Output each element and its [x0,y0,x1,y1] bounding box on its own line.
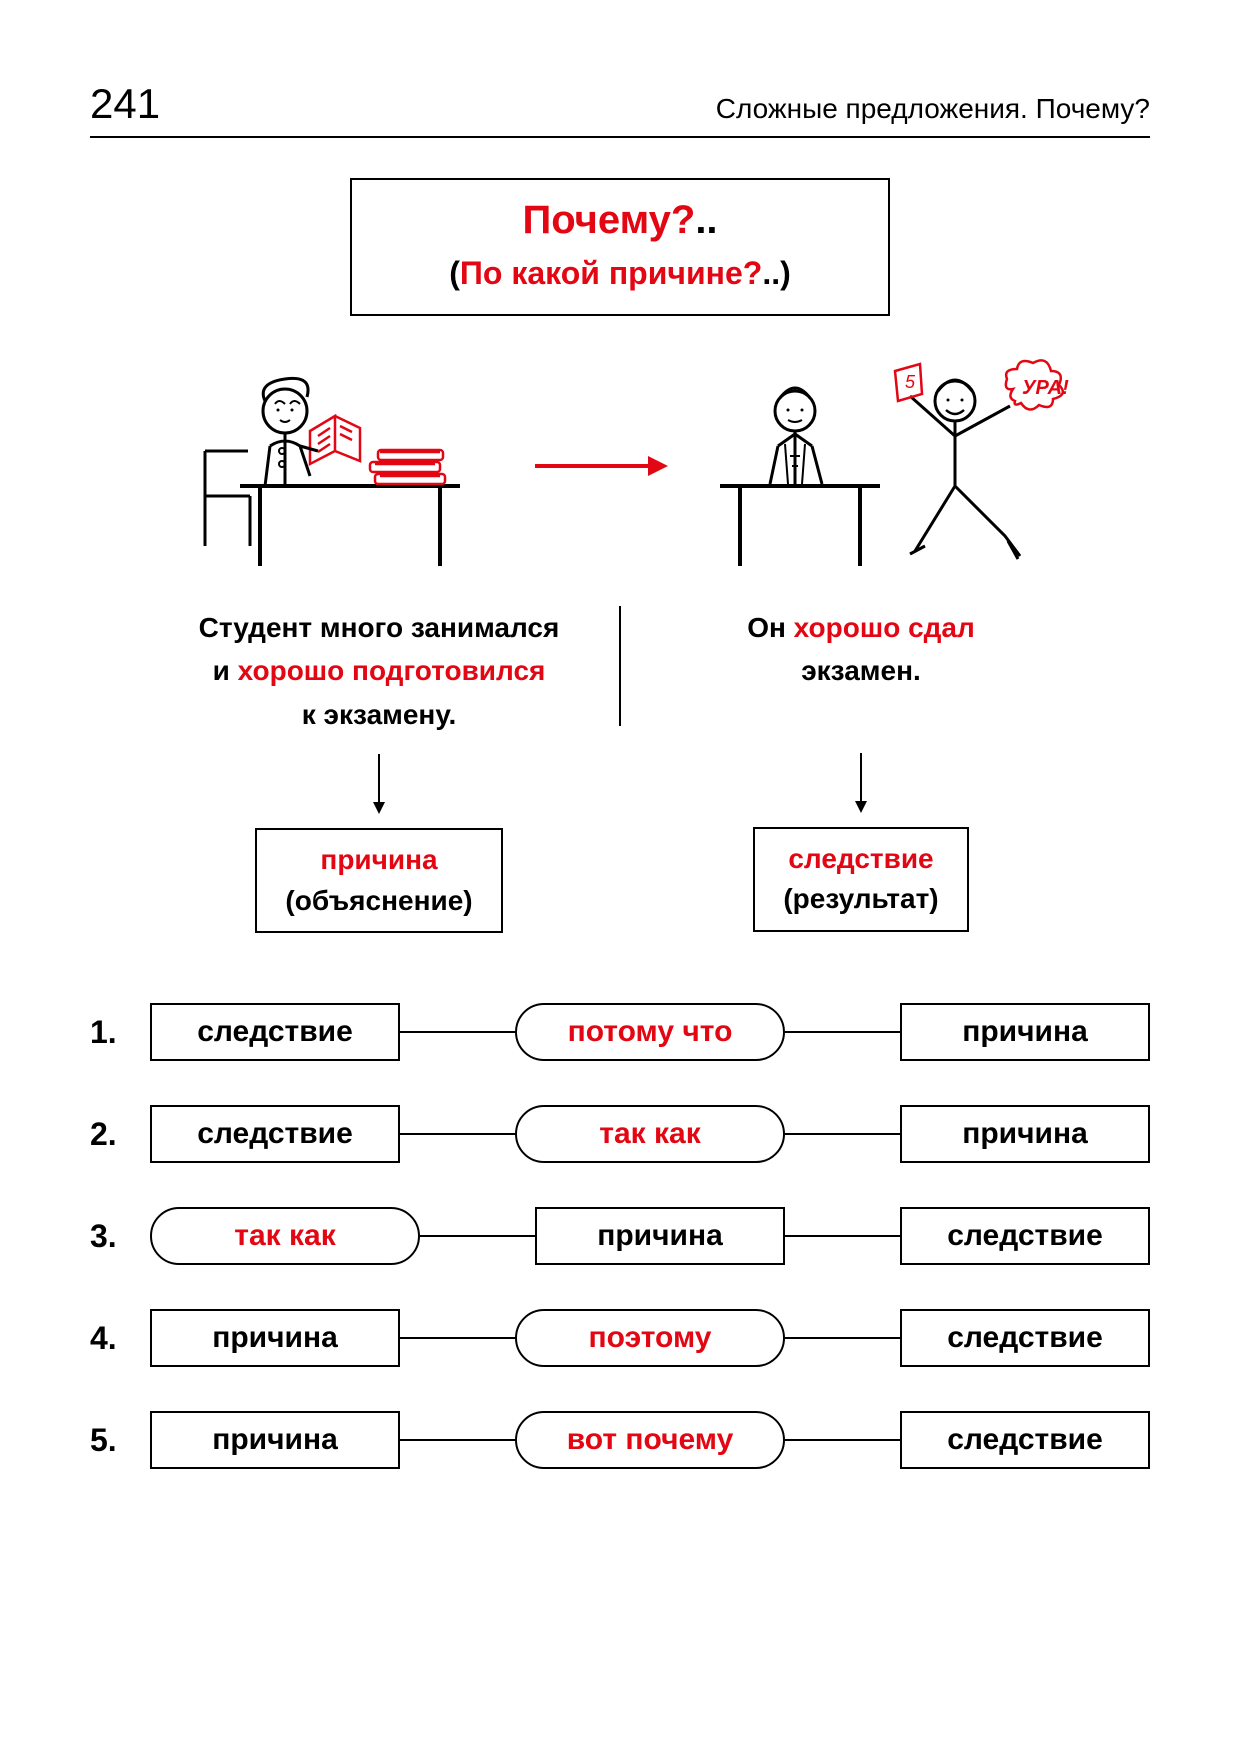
row-number: 1. [90,1014,150,1051]
cause-label-box: причина (объяснение) [255,828,502,933]
effect-label-black: (результат) [783,879,938,920]
connector-pill: вот почему [515,1411,785,1469]
connector-pill: поэтому [515,1309,785,1367]
title-main: Почему?.. [382,198,858,243]
pattern-row: 1.следствие потому что причина [90,1003,1150,1061]
connector-line [420,1235,535,1237]
connector-line [785,1235,900,1237]
effect-label-red: следствие [783,839,938,880]
scene-exam-happy-icon: 5 УРА! [710,356,1070,576]
term-cell: следствие [900,1207,1150,1265]
cause-label-red: причина [285,840,472,881]
connector-line [785,1439,900,1441]
row-chain: причина поэтому следствие [150,1309,1150,1367]
bubble-text: УРА! [1022,377,1069,399]
connector-line [785,1337,900,1339]
cause-line1: Студент много занимался [159,606,599,649]
row-number: 3. [90,1218,150,1255]
arrow-right-icon [530,446,670,486]
page-header: 241 Сложные предложения. Почему? [90,80,1150,138]
row-chain: так как причина следствие [150,1207,1150,1265]
term-cell: причина [900,1105,1150,1163]
pattern-row: 3.так как причина следствие [90,1207,1150,1265]
scene-studying-icon [170,356,490,576]
title-sub: (По какой причине?..) [382,255,858,292]
illustration-row: 5 УРА! [90,356,1150,576]
effect-label-box: следствие (результат) [753,827,968,932]
term-cell: причина [900,1003,1150,1061]
title-main-red: Почему? [522,198,695,242]
connector-line [400,1337,515,1339]
term-cell: следствие [150,1105,400,1163]
connector-pill: так как [150,1207,420,1265]
cause-label-black: (объяснение) [285,881,472,922]
term-cell: следствие [150,1003,400,1061]
vertical-divider [619,606,621,726]
connector-line [785,1133,900,1135]
title-sub-close: ) [780,255,791,291]
cause-line3: к экзамену. [159,693,599,736]
pattern-row: 4.причина поэтому следствие [90,1309,1150,1367]
down-arrow-icon [851,753,871,813]
term-cell: причина [150,1309,400,1367]
term-cell: причина [535,1207,785,1265]
title-sub-open: ( [449,255,460,291]
cause-line2: и хорошо подготовился [159,649,599,692]
connector-line [400,1133,515,1135]
page-number: 241 [90,80,160,128]
row-number: 4. [90,1320,150,1357]
title-box: Почему?.. (По какой причине?..) [350,178,890,316]
connector-pill: потому что [515,1003,785,1061]
term-cell: следствие [900,1309,1150,1367]
row-number: 2. [90,1116,150,1153]
pattern-rows: 1.следствиепотому чтопричина2.следствиет… [90,1003,1150,1469]
term-cell: следствие [900,1411,1150,1469]
pattern-row: 5.причина вот почему следствие [90,1411,1150,1469]
connector-line [785,1031,900,1033]
connector-line [400,1439,515,1441]
title-main-dots: .. [695,198,717,242]
pattern-row: 2.следствие так как причина [90,1105,1150,1163]
term-cell: причина [150,1411,400,1469]
title-sub-red: По какой причине? [460,255,762,291]
effect-line1: Он хорошо сдал [641,606,1081,649]
connector-pill: так как [515,1105,785,1163]
effect-line2: экзамен. [641,649,1081,692]
connector-line [400,1031,515,1033]
title-sub-dots: .. [762,255,780,291]
row-number: 5. [90,1422,150,1459]
cause-effect-columns: Студент много занимался и хорошо подгото… [90,606,1150,933]
row-chain: следствие потому что причина [150,1003,1150,1061]
cause-column: Студент много занимался и хорошо подгото… [159,606,599,933]
row-chain: следствие так как причина [150,1105,1150,1163]
down-arrow-icon [369,754,389,814]
row-chain: причина вот почему следствие [150,1411,1150,1469]
effect-column: Он хорошо сдал экзамен. следствие (резул… [641,606,1081,933]
svg-text:5: 5 [905,372,916,392]
chapter-title: Сложные предложения. Почему? [716,93,1150,125]
